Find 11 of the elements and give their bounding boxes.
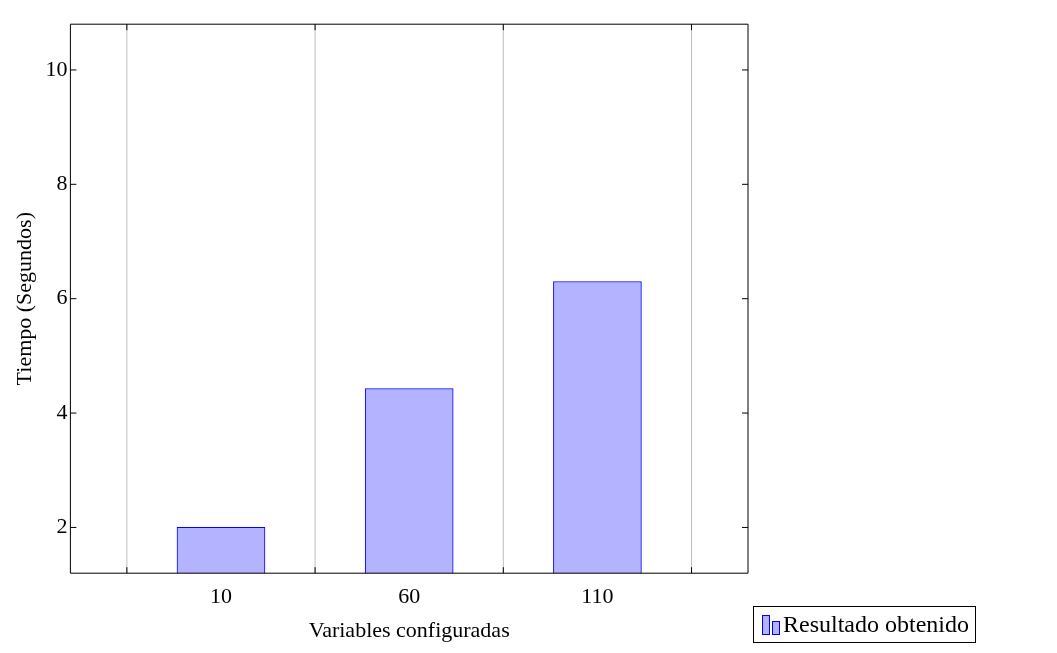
legend-label: Resultado obtenido	[783, 611, 969, 638]
y-tick-label: 8	[56, 170, 68, 196]
x-tick-label: 110	[581, 583, 614, 609]
y-tick-label: 6	[56, 284, 68, 310]
y-tick-label: 10	[45, 55, 68, 81]
x-axis-title: Variables configuradas	[308, 616, 510, 642]
x-tick-label: 10	[209, 583, 232, 609]
y-tick-label: 2	[56, 513, 68, 539]
y-axis-title: Tiempo (Segundos)	[10, 212, 36, 386]
y-tick-label: 4	[56, 398, 68, 424]
x-tick-label: 60	[398, 583, 421, 609]
